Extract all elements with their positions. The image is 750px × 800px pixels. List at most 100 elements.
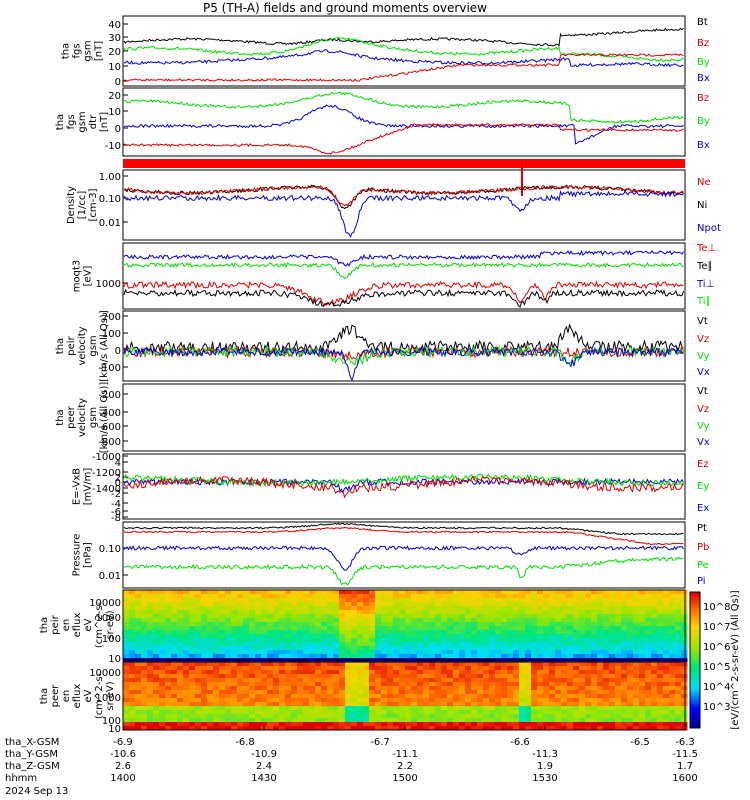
heatmap-cell [129,678,136,683]
colorbar-tick: 10^4 [703,682,730,693]
heatmap-cell [627,638,634,643]
heatmap-cell [369,594,376,599]
heatmap-cell [627,722,634,727]
heatmap-cell [441,710,448,715]
series-tipar [123,261,684,279]
heatmap-cell [657,722,664,727]
y-tick-label: 10 [108,724,121,735]
heatmap-cell [513,606,520,611]
heatmap-cell [207,654,214,659]
heatmap-cell [375,634,382,639]
heatmap-cell [249,602,256,607]
heatmap-cell [585,594,592,599]
heatmap-cell [615,698,622,703]
heatmap-cell [267,646,274,651]
heatmap-cell [123,598,130,603]
heatmap-cell [525,718,532,723]
heatmap-cell [399,646,406,651]
heatmap-cell [375,674,382,679]
heatmap-cell [183,718,190,723]
heatmap-cell [261,678,268,683]
colorbar-step [690,720,700,723]
heatmap-cell [201,726,208,731]
y-axis-label: eV [83,618,94,631]
heatmap-cell [585,654,592,659]
heatmap-cell [579,602,586,607]
heatmap-cell [585,682,592,687]
heatmap-cell [483,618,490,623]
heatmap-cell [345,718,352,723]
heatmap-cell [675,678,682,683]
heatmap-cell [129,718,136,723]
heatmap-cell [183,686,190,691]
heatmap-cell [249,710,256,715]
heatmap-cell [471,690,478,695]
heatmap-cell [645,722,652,727]
heatmap-cell [633,698,640,703]
heatmap-cell [465,718,472,723]
heatmap-cell [375,646,382,651]
heatmap-cell [189,654,196,659]
heatmap-cell [279,698,286,703]
heatmap-cell [135,650,142,655]
heatmap-cell [627,686,634,691]
heatmap-cell [651,702,658,707]
heatmap-cell [561,638,568,643]
heatmap-cell [531,718,538,723]
heatmap-cell [411,670,418,675]
heatmap-cell [597,682,604,687]
heatmap-cell [411,594,418,599]
heatmap-cell [399,610,406,615]
heatmap-cell [549,722,556,727]
heatmap-cell [159,626,166,631]
heatmap-cell [171,666,178,671]
heatmap-cell [381,614,388,619]
heatmap-cell [309,674,316,679]
heatmap-cell [399,626,406,631]
heatmap-cell [201,662,208,667]
heatmap-cell [183,594,190,599]
heatmap-cell [459,682,466,687]
heatmap-cell [369,618,376,623]
heatmap-cell [423,606,430,611]
heatmap-cell [237,670,244,675]
heatmap-cell [171,710,178,715]
heatmap-cell [639,698,646,703]
heatmap-cell [303,614,310,619]
heatmap-cell [231,646,238,651]
heatmap-cell [399,650,406,655]
heatmap-cell [489,710,496,715]
heatmap-cell [477,706,484,711]
heatmap-cell [495,718,502,723]
heatmap-cell [357,650,364,655]
heatmap-cell [567,646,574,651]
heatmap-cell [621,698,628,703]
heatmap-cell [501,598,508,603]
heatmap-cell [507,702,514,707]
heatmap-cell [465,602,472,607]
heatmap-cell [465,726,472,731]
heatmap-cell [135,714,142,719]
heatmap-cell [663,622,670,627]
heatmap-cell [459,674,466,679]
heatmap-cell [561,662,568,667]
heatmap-cell [273,654,280,659]
heatmap-cell [261,682,268,687]
heatmap-cell [321,590,328,595]
heatmap-cell [129,646,136,651]
heatmap-cell [261,634,268,639]
heatmap-cell [477,726,484,731]
heatmap-cell [207,642,214,647]
heatmap-cell [369,690,376,695]
heatmap-cell [561,710,568,715]
heatmap-cell [183,698,190,703]
heatmap-cell [615,686,622,691]
heatmap-cell [501,694,508,699]
heatmap-cell [405,698,412,703]
heatmap-cell [609,690,616,695]
heatmap-cell [393,694,400,699]
heatmap-cell [657,666,664,671]
heatmap-cell [477,634,484,639]
heatmap-cell [297,674,304,679]
heatmap-cell [345,646,352,651]
